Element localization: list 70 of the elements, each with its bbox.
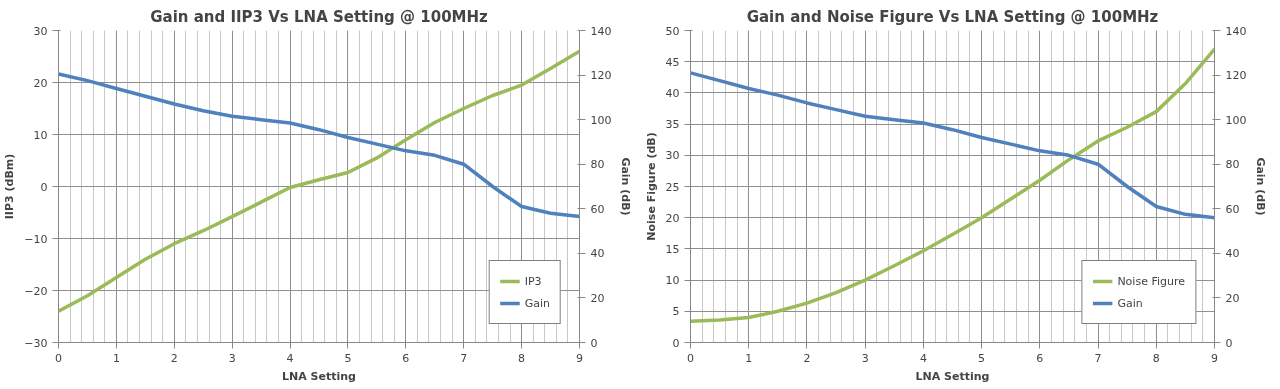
y2-tick-label: 80 xyxy=(590,158,605,172)
y2-axis-title: Gain (dB) xyxy=(1254,157,1268,216)
x-tick-label: 1 xyxy=(745,351,753,365)
y-tick-label: 10 xyxy=(33,128,48,142)
x-tick-label: 9 xyxy=(1211,351,1218,365)
y-tick-label: −30 xyxy=(24,336,48,350)
x-tick-label: 6 xyxy=(402,351,410,365)
x-tick-label: 4 xyxy=(919,351,927,365)
y2-tick-label: 140 xyxy=(590,24,612,38)
x-tick-label: 7 xyxy=(1094,351,1102,365)
x-tick-label: 5 xyxy=(978,351,986,365)
x-tick-label: 9 xyxy=(576,351,583,365)
x-tick-label: 7 xyxy=(460,351,468,365)
y2-tick-label: 0 xyxy=(590,336,598,350)
y2-tick-label: 100 xyxy=(590,113,612,127)
x-tick-label: 5 xyxy=(344,351,352,365)
x-tick-label: 1 xyxy=(112,351,120,365)
x-axis-title: LNA Setting xyxy=(915,369,990,383)
y-tick-label: 40 xyxy=(665,86,680,100)
y2-tick-label: 120 xyxy=(590,69,612,83)
line-series xyxy=(58,49,580,314)
y-tick-label: 25 xyxy=(665,180,680,194)
y2-tick-label: 120 xyxy=(1225,69,1247,83)
y2-tick-label: 40 xyxy=(590,247,605,261)
y-tick-label: 30 xyxy=(665,149,680,163)
y-tick-label: 15 xyxy=(665,242,680,256)
x-tick-label: 8 xyxy=(518,351,526,365)
y-tick-label: 10 xyxy=(665,274,680,288)
x-axis-title: LNA Setting xyxy=(282,369,356,383)
y-tick-label: 20 xyxy=(665,211,680,225)
y2-tick-label: 40 xyxy=(1225,247,1240,261)
x-tick-label: 0 xyxy=(687,351,694,365)
y2-tick-label: 80 xyxy=(1225,158,1240,172)
x-tick-label: 2 xyxy=(803,351,811,365)
y-axis-title: IIP3 (dBm) xyxy=(3,153,17,220)
y2-tick-label: 100 xyxy=(1225,113,1247,127)
line-series xyxy=(690,47,1215,324)
y-tick-label: 0 xyxy=(672,336,680,350)
x-tick-label: 4 xyxy=(286,351,294,365)
y-tick-label: 30 xyxy=(33,24,48,38)
legend-label: IP3 xyxy=(524,274,543,288)
y-tick-label: 20 xyxy=(33,76,48,90)
y2-tick-label: 140 xyxy=(1225,24,1247,38)
y2-tick-label: 20 xyxy=(1225,291,1240,305)
chart-title: Gain and Noise Figure Vs LNA Setting @ 100MHz xyxy=(746,7,1159,26)
x-tick-label: 2 xyxy=(170,351,178,365)
line-series xyxy=(690,71,1215,220)
y2-tick-label: 60 xyxy=(1225,202,1240,216)
y-tick-label: 5 xyxy=(672,305,680,319)
y2-tick-label: 60 xyxy=(590,202,605,216)
x-tick-label: 6 xyxy=(1036,351,1044,365)
line-series xyxy=(58,72,580,219)
y2-tick-label: 0 xyxy=(1225,336,1233,350)
y-tick-label: 50 xyxy=(665,24,680,38)
legend-label: Gain xyxy=(1117,296,1143,310)
y-axis-title: Noise Figure (dB) xyxy=(644,132,658,241)
y2-tick-label: 20 xyxy=(590,291,605,305)
y-tick-label: −10 xyxy=(24,232,48,246)
y2-axis-title: Gain (dB) xyxy=(619,157,633,216)
y-tick-label: 35 xyxy=(665,118,680,132)
y-tick-label: 0 xyxy=(40,180,48,194)
chart-title: Gain and IIP3 Vs LNA Setting @ 100MHz xyxy=(150,7,489,26)
y-tick-label: −20 xyxy=(24,284,48,298)
x-tick-label: 8 xyxy=(1152,351,1160,365)
legend-label: Noise Figure xyxy=(1117,274,1185,288)
x-tick-label: 3 xyxy=(861,351,869,365)
y-tick-label: 45 xyxy=(665,55,680,69)
x-tick-label: 0 xyxy=(55,351,62,365)
x-tick-label: 3 xyxy=(228,351,236,365)
legend-label: Gain xyxy=(524,296,550,310)
